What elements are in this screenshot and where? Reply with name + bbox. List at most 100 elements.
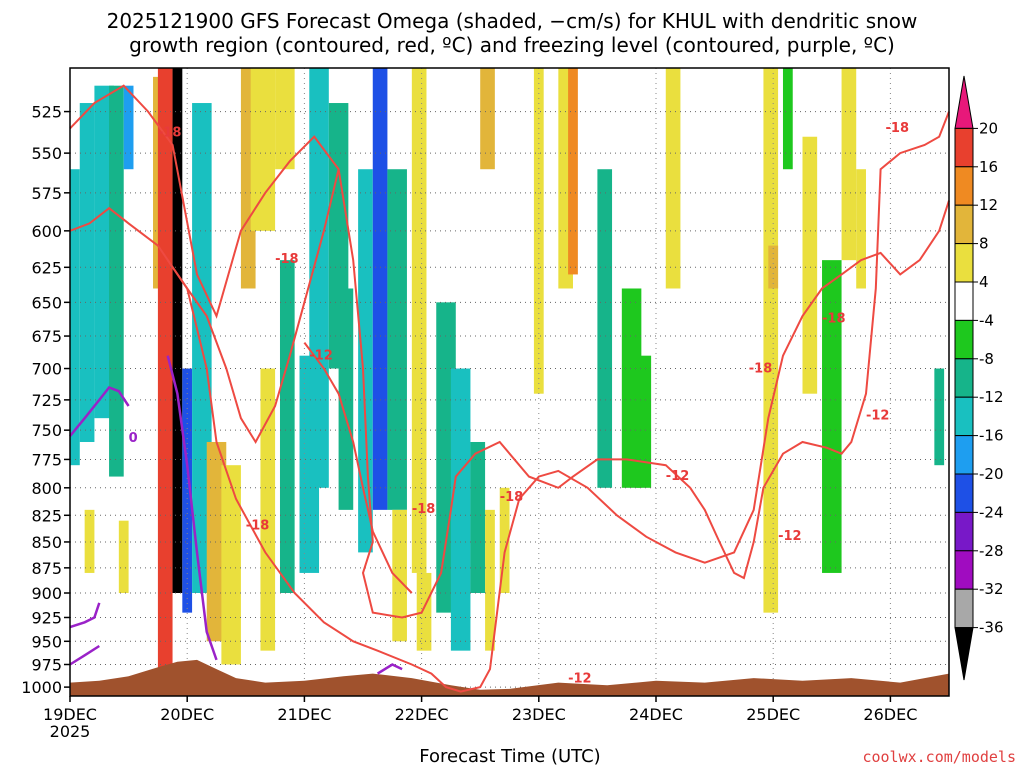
omega-cell-4 xyxy=(84,509,95,573)
omega-cell-16 xyxy=(260,368,276,651)
dgz-contour-label: -18 xyxy=(275,252,299,267)
colorbar-bottom-triangle xyxy=(954,627,974,681)
colorbar-label: -36 xyxy=(979,619,1004,637)
colorbar-segment xyxy=(954,281,974,321)
colorbar-top-triangle xyxy=(954,75,974,129)
colorbar-segment xyxy=(954,473,974,513)
terrain-fill xyxy=(70,659,949,696)
omega-cell-48 xyxy=(856,169,866,289)
y-tick-label: 975 xyxy=(31,655,62,674)
freezing-contour-1 xyxy=(69,602,101,629)
colorbar-segment xyxy=(954,319,974,360)
dgz-contours xyxy=(69,84,950,693)
y-tick-label: 875 xyxy=(31,559,62,578)
y-tick-label: 800 xyxy=(31,479,62,498)
omega-cell-17 xyxy=(275,68,295,170)
chart-title-line1: 2025121900 GFS Forecast Omega (shaded, −… xyxy=(107,9,918,33)
omega-cell-10 xyxy=(182,368,193,613)
omega-cell-27 xyxy=(411,68,427,573)
colorbar-segment xyxy=(954,588,974,629)
omega-cell-44 xyxy=(782,68,793,170)
omega-cell-5 xyxy=(118,520,129,594)
colorbar-label: -20 xyxy=(979,465,1004,483)
year-label: 2025 xyxy=(50,722,91,741)
omega-cell-20 xyxy=(309,68,329,488)
omega-cell-0 xyxy=(70,169,80,466)
credit-text: coolwx.com/models xyxy=(862,748,1016,766)
x-tick-label: 25DEC xyxy=(746,705,800,724)
dgz-contour-label: -18 xyxy=(822,312,846,327)
x-tick-label: 19DEC xyxy=(43,705,97,724)
colorbar-label: -28 xyxy=(979,542,1004,560)
y-tick-label: 675 xyxy=(31,327,62,346)
omega-cell-26 xyxy=(392,509,407,642)
freezing-level-contours xyxy=(69,355,403,675)
y-tick-label: 925 xyxy=(31,608,62,627)
omega-cell-33 xyxy=(485,509,495,651)
colorbar-label: -16 xyxy=(979,427,1004,445)
y-tick-label: 775 xyxy=(31,450,62,469)
omega-cell-31 xyxy=(470,441,486,594)
y-tick-label: 850 xyxy=(31,533,62,552)
omega-cell-34 xyxy=(499,487,510,594)
x-tick-label: 21DEC xyxy=(277,705,331,724)
dgz-contour--18-0 xyxy=(69,84,950,619)
contour-labels: -18 -18 -12 -18 -18 -18 -12 -12 -18 -12 -18 -12 -18 0 xyxy=(129,121,909,687)
omega-cell-1 xyxy=(79,103,95,442)
omega-cell-38 xyxy=(597,169,613,488)
y-tick-label: 750 xyxy=(31,421,62,440)
y-tick-label: 725 xyxy=(31,391,62,410)
omega-cell-45 xyxy=(802,136,818,394)
plot-frame xyxy=(69,67,950,697)
omega-cell-24 xyxy=(372,68,388,510)
y-tick-label: 625 xyxy=(31,258,62,277)
dgz-contour-label: -18 xyxy=(500,490,524,505)
colorbar: 20 16 12 8 4 -4 -8 -12 -16 -20 -24 -28 -32 -36 xyxy=(954,75,1004,681)
x-tick-label: 24DEC xyxy=(629,705,683,724)
x-axis-label: Forecast Time (UTC) xyxy=(419,746,600,767)
dgz-contour-label: -12 xyxy=(666,469,690,484)
dgz-contour-label: -12 xyxy=(866,408,890,423)
omega-cell-42 xyxy=(763,68,779,613)
y-tick-label: 575 xyxy=(31,184,62,203)
omega-cell-46 xyxy=(822,260,842,573)
x-tick-label: 26DEC xyxy=(863,705,917,724)
x-axis: 19DEC 20DEC 21DEC 22DEC 23DEC 24DEC 25DEC 26DEC xyxy=(43,696,917,724)
omega-cell-25 xyxy=(387,169,407,510)
terrain xyxy=(70,659,949,696)
colorbar-segment xyxy=(954,204,974,245)
y-axis: 525 550 575 600 625 650 675 700 725 750 775 800 825 8… xyxy=(21,103,70,697)
dgz-contour-label: -18 xyxy=(886,121,910,136)
dgz-contour-label: -18 xyxy=(158,126,182,141)
omega-cell-32 xyxy=(480,68,495,170)
colorbar-label: 16 xyxy=(979,158,998,176)
colorbar-label: -8 xyxy=(979,350,994,368)
colorbar-segment xyxy=(954,550,974,590)
y-tick-label: 700 xyxy=(31,360,62,379)
omega-cell-18 xyxy=(279,260,295,594)
freezing-contour-label: 0 xyxy=(129,431,138,446)
dgz-contour-label: -18 xyxy=(749,361,773,376)
colorbar-segment xyxy=(954,435,974,475)
omega-cell-13 xyxy=(221,465,241,665)
freezing-contour-2 xyxy=(69,644,100,666)
x-tick-label: 22DEC xyxy=(395,705,449,724)
omega-cell-41 xyxy=(665,68,681,289)
colorbar-label: -12 xyxy=(979,388,1004,406)
plot-area: -18 -18 -12 -18 -18 -18 -12 -12 -18 -12 -18 -12 -18 0 xyxy=(69,67,950,697)
y-tick-label: 950 xyxy=(31,632,62,651)
omega-cell-43 xyxy=(768,245,779,289)
chart-title-line2: growth region (contoured, red, ºC) and f… xyxy=(129,33,895,57)
omega-cell-23 xyxy=(358,169,373,553)
dgz-contour-label: -18 xyxy=(412,502,436,517)
colorbar-label: -24 xyxy=(979,503,1004,521)
colorbar-segment xyxy=(954,127,974,168)
y-tick-label: 650 xyxy=(31,293,62,312)
colorbar-label: 12 xyxy=(979,196,998,214)
dgz-contour-label: -18 xyxy=(246,518,269,533)
dgz-contour--12-1 xyxy=(69,200,950,693)
freezing-contour-0 xyxy=(69,386,130,437)
omega-cell-15 xyxy=(250,68,276,231)
freezing-contour-4 xyxy=(376,663,403,675)
